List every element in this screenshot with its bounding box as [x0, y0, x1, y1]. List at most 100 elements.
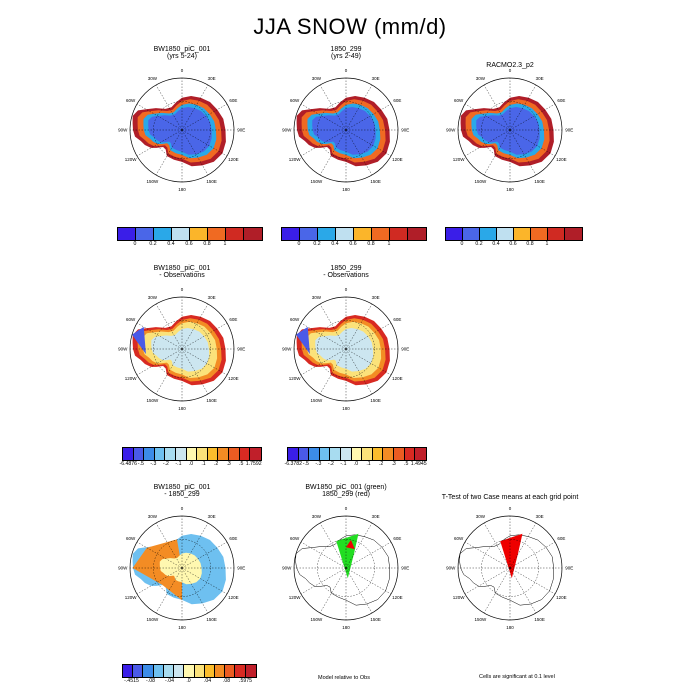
lon-label: 120W [289, 376, 302, 381]
meridian-line [181, 322, 228, 350]
colorbar-box [309, 448, 320, 460]
meridian-line [345, 522, 373, 569]
meridian-line [300, 348, 347, 376]
meridian-line [181, 567, 209, 614]
meridian-line [300, 103, 347, 131]
colorbar-box [404, 448, 416, 460]
panel-title-line2: (yrs 5-24) [167, 53, 197, 60]
colorbar-abs-3: 0 0.2 0.4 0.6 0.8 1 [445, 227, 583, 255]
lon-label: 60E [393, 536, 401, 541]
colorbar-tick-label: -.08 [146, 678, 155, 684]
colorbar-tick-label: -.5 [302, 461, 309, 467]
polar-map: 0 30E 60E 90E 120E 150E 180 150W 120W 90W 60W 30W [282, 68, 409, 192]
lon-label: 90E [565, 566, 573, 571]
lon-label: 30E [208, 514, 216, 519]
colorbar-boxes [281, 227, 427, 241]
colorbar-box [214, 665, 226, 677]
lon-label: 30E [536, 514, 544, 519]
meridian-line [509, 541, 556, 569]
colorbar-tick-label: .04 [203, 678, 212, 684]
meridian-line [345, 348, 373, 395]
meridian-line [464, 567, 511, 595]
colorbar-box [463, 228, 480, 240]
latitude-circle [481, 101, 539, 159]
colorbar-tick-label: 1.7592 [245, 461, 262, 467]
colorbar-box [298, 448, 310, 460]
lon-label: 30E [536, 76, 544, 81]
lon-label: 30W [312, 76, 322, 81]
lon-label: 30W [476, 514, 486, 519]
colorbar-box [123, 448, 134, 460]
colorbar-box [319, 448, 331, 460]
lon-label: 30E [208, 76, 216, 81]
bias-field-interior [315, 328, 374, 372]
lon-label: 150E [206, 179, 217, 184]
meridian-line [483, 129, 511, 176]
colorbar-ticks: 0 0.2 0.4 0.6 0.8 1 [445, 241, 581, 251]
lon-label: 90W [118, 347, 128, 352]
lon-label: 30W [148, 295, 158, 300]
colorbar-box [165, 448, 177, 460]
lon-label: 120E [228, 376, 239, 381]
significant-cells [500, 533, 523, 579]
meridian-line [181, 348, 209, 395]
colorbar-tick-label: .3 [226, 461, 231, 467]
meridian-line [300, 541, 347, 569]
colorbar-ticks: -6.4876 -.5 -.3 -.2 -.1 .0 .1 .2 .3 .5 1.7592 [119, 461, 262, 471]
colorbar-tick-label: .5975 [239, 678, 252, 684]
colorbar-box [354, 228, 372, 240]
lon-label: 60E [229, 536, 237, 541]
lon-label: 150E [370, 398, 381, 403]
meridian-line [483, 522, 511, 569]
meridian-line [181, 348, 228, 376]
colorbar-box [288, 448, 299, 460]
lon-label: 150E [370, 617, 381, 622]
colorbar-tick-label: .1 [366, 461, 371, 467]
polar-map: 0 30E 60E 90E 120E 150E 180 150W 120W 90W 60W 30W [118, 287, 245, 411]
lon-label: 90W [282, 128, 292, 133]
lon-label: 90E [401, 128, 409, 133]
colorbar-box [548, 228, 565, 240]
lon-label: 150W [146, 179, 159, 184]
colorbar-tick-label: 0.6 [349, 241, 357, 247]
colorbar-boxes [287, 447, 427, 461]
lon-label: 30W [148, 76, 158, 81]
colorbar-abs-2: 0 0.2 0.4 0.6 0.8 1 [281, 227, 427, 255]
lon-label: 30E [208, 295, 216, 300]
lon-label: 0 [509, 506, 512, 511]
lon-label: 150W [310, 617, 323, 622]
panel-1850-299-minus-obs: 1850_299 - Observations 0 30E 60E 90E 120E 15… [281, 265, 411, 440]
lon-label: 90E [565, 128, 573, 133]
snow-field-interior [476, 107, 540, 155]
colorbar-tick-label: 0 [297, 241, 301, 247]
colorbar-tick-label: .0 [186, 678, 191, 684]
panel-title: 1850_299 (yrs 2-49) [266, 46, 426, 60]
colorbar-tick-label: .0 [353, 461, 359, 467]
meridian-line [345, 129, 373, 176]
lon-label: 180 [178, 625, 186, 630]
colorbar-box [190, 228, 208, 240]
colorbar-abs-1: 0 0.2 0.4 0.6 0.8 1 [117, 227, 263, 255]
meridian-line [181, 303, 209, 350]
colorbar-box [207, 448, 219, 460]
panel-title-line1: 1850_299 [330, 265, 362, 272]
meridian-line [155, 348, 183, 395]
colorbar-boxes [117, 227, 263, 241]
meridian-line [319, 522, 347, 569]
colorbar-tick-label: 0.4 [331, 241, 339, 247]
meridian-line [155, 303, 183, 350]
lon-label: 150W [310, 179, 323, 184]
meridian-line [181, 567, 228, 595]
latitude-circle [317, 101, 375, 159]
colorbar-box [480, 228, 497, 240]
panel-title: 1850_299 - Observations [266, 265, 426, 279]
colorbar-tick-label: 0.2 [475, 241, 483, 247]
lon-label: 180 [506, 187, 514, 192]
meridian-line [136, 541, 183, 569]
colorbar-tick-label: -.1 [175, 461, 182, 467]
colorbar-box [144, 448, 155, 460]
lon-label: 120E [392, 157, 403, 162]
colorbar-diff-1: -6.4876 -.5 -.3 -.2 -.1 .0 .1 .2 .3 .5 1.7592 [119, 447, 262, 475]
colorbar-box [408, 228, 426, 240]
colorbar-boxes [122, 447, 262, 461]
